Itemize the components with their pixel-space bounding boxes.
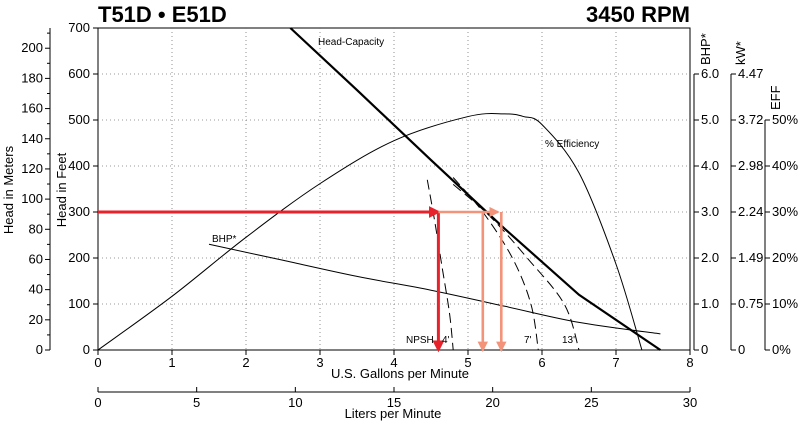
meters-tick-label-8: 80: [29, 221, 43, 236]
npsh-7-label: 7': [524, 335, 532, 346]
meters-tick-label-6: 60: [29, 251, 43, 266]
meters-tick-label-10: 100: [21, 191, 43, 206]
meters-tick-label-14: 140: [21, 131, 43, 146]
gpm-tick-label-5: 5: [464, 355, 471, 370]
series-npsh-4--3: [426, 179, 454, 351]
meters-tick-label-4: 40: [29, 282, 43, 297]
series-bhp--2: [208, 243, 661, 335]
meters-tick-label-18: 180: [21, 70, 43, 85]
lpm-tick-label-4: 20: [485, 395, 499, 410]
model-title: T51D • E51D: [98, 2, 227, 27]
feet-tick-label-1: 100: [68, 296, 90, 311]
feet-tick-label-0: 0: [83, 342, 90, 357]
lpm-tick-label-1: 5: [193, 395, 200, 410]
bhp-tick-label-6: 6.0: [701, 66, 719, 81]
bhp-tick-label-0: 0: [701, 342, 708, 357]
kw-tick-label-2: 1.49: [738, 250, 763, 265]
gpm-tick-label-6: 6: [538, 355, 545, 370]
eff-tick-label-3: 30%: [772, 204, 798, 219]
efficiency-label: % Efficiency: [545, 139, 599, 150]
axes: 0 1 2 3 4 5 6 7 80100200300400500600700020406080…: [21, 20, 798, 410]
feet-tick-label-2: 200: [68, 250, 90, 265]
feet-tick-label-5: 500: [68, 112, 90, 127]
meters-tick-label-0: 0: [36, 342, 43, 357]
series-npsh-7--4: [452, 177, 539, 351]
curves: [97, 27, 662, 351]
bhp-tick-label-2: 2.0: [701, 250, 719, 265]
speed-title: 3450 RPM: [586, 2, 690, 27]
kw-tick-label-3: 2.24: [738, 204, 763, 219]
meters-tick-label-2: 20: [29, 312, 43, 327]
kw-tick-label-0: 0: [738, 342, 745, 357]
bhp-axis-label: BHP*: [698, 33, 713, 65]
head-meters-label: Head in Meters: [1, 145, 16, 234]
bhp-tick-label-4: 4.0: [701, 158, 719, 173]
bhp-tick-label-5: 5.0: [701, 112, 719, 127]
kw-tick-label-4: 2.98: [738, 158, 763, 173]
kw-tick-label-6: 4.47: [738, 66, 763, 81]
arrows: [98, 206, 507, 353]
npsh-13-label: 13': [562, 335, 575, 346]
head-feet-label: Head in Feet: [54, 152, 69, 227]
eff-tick-label-5: 50%: [772, 112, 798, 127]
lpm-label: Liters per Minute: [345, 406, 442, 421]
kw-axis-label: kW*: [733, 41, 748, 65]
series-npsh-13--5: [452, 184, 580, 351]
eff-tick-label-1: 10%: [772, 296, 798, 311]
gpm-tick-label-1: 1: [168, 355, 175, 370]
series-head-capacity-0: [289, 27, 662, 351]
gpm-tick-label-8: 8: [686, 355, 693, 370]
gpm-tick-label-0: 0: [94, 355, 101, 370]
bhp-tick-label-1: 1.0: [701, 296, 719, 311]
gpm-tick-label-3: 3: [316, 355, 323, 370]
lpm-tick-label-2: 10: [288, 395, 302, 410]
series--efficiency-1: [97, 113, 643, 351]
gpm-tick-label-2: 2: [242, 355, 249, 370]
eff-axis-label: EFF: [768, 85, 783, 110]
kw-tick-label-1: 0.75: [738, 296, 763, 311]
npsh-label: NPSH: [406, 335, 434, 346]
eff-tick-label-4: 40%: [772, 158, 798, 173]
gpm-tick-label-4: 4: [390, 355, 397, 370]
lpm-tick-label-0: 0: [94, 395, 101, 410]
meters-tick-label-20: 200: [21, 40, 43, 55]
eff-tick-label-0: 0%: [772, 342, 791, 357]
lpm-tick-label-5: 25: [584, 395, 598, 410]
gpm-tick-label-7: 7: [612, 355, 619, 370]
feet-tick-label-6: 600: [68, 66, 90, 81]
meters-tick-label-16: 160: [21, 101, 43, 116]
gpm-label: U.S. Gallons per Minute: [331, 366, 469, 381]
meters-tick-label-12: 120: [21, 161, 43, 176]
npsh-4-label: 4': [442, 335, 450, 346]
kw-tick-label-5: 3.72: [738, 112, 763, 127]
grid-lines: [98, 28, 690, 350]
lpm-tick-label-3: 15: [387, 395, 401, 410]
eff-tick-label-2: 20%: [772, 250, 798, 265]
feet-tick-label-7: 700: [68, 20, 90, 35]
bhp-curve-label: BHP*: [212, 234, 237, 245]
feet-tick-label-4: 400: [68, 158, 90, 173]
bhp-tick-label-3: 3.0: [701, 204, 719, 219]
head-capacity-label: Head-Capacity: [318, 37, 384, 48]
feet-tick-label-3: 300: [68, 204, 90, 219]
lpm-tick-label-6: 30: [683, 395, 697, 410]
